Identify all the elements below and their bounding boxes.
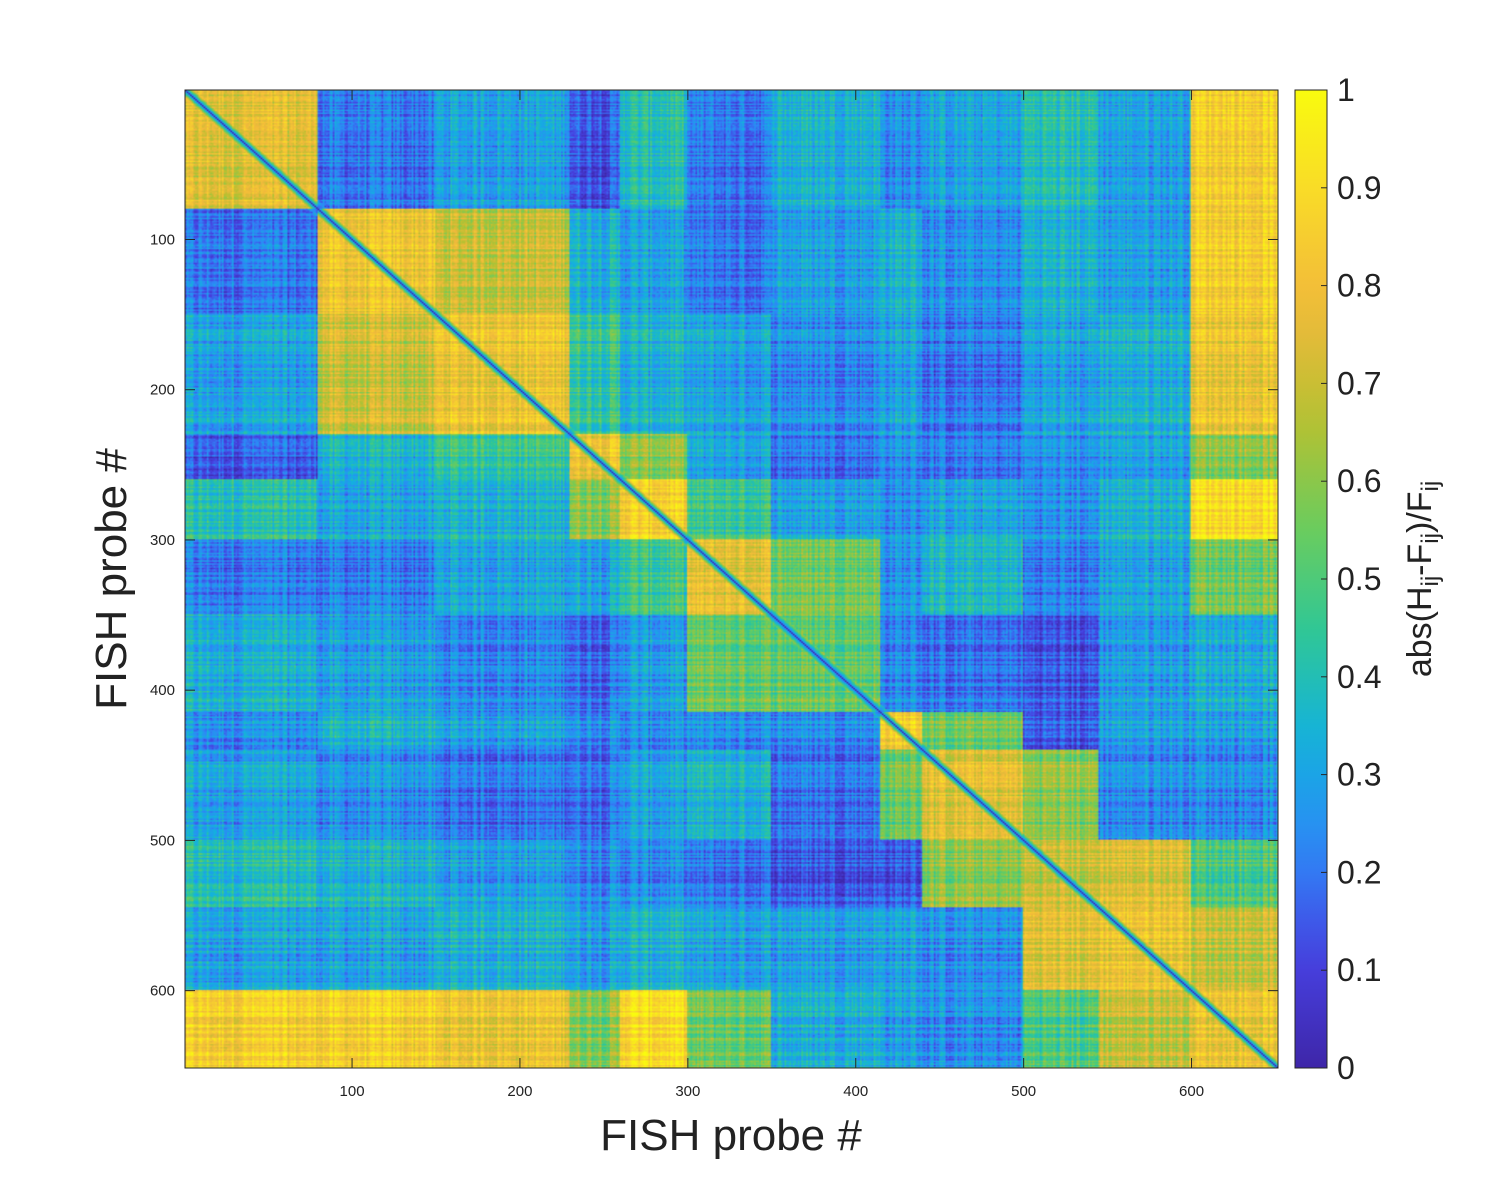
x-tick-label: 200 [507, 1083, 532, 1100]
colorbar-ticks: 0 0.1 0.2 0.3 0.4 0.5 0.6 0.7 0.8 0.9 1 [1321, 72, 1381, 1086]
y-axis-ticks: 100 200 300 400 500 600 [150, 231, 1278, 1000]
colorbar-label-part: -F [1401, 544, 1439, 576]
colorbar-label-part: )/F [1401, 491, 1439, 533]
colorbar-label-subscript: ij [1417, 533, 1444, 544]
colorbar-tick-label: 0.6 [1337, 463, 1381, 499]
colorbar-tick-label: 0.8 [1337, 268, 1381, 304]
colorbar: 00.10.20.30.40.50.60.70.80.91 abs(Hij-Fi… [1294, 72, 1444, 1086]
y-tick-label: 500 [150, 832, 175, 849]
plot-area [184, 89, 1279, 1069]
colorbar-tick-label: 0 [1337, 1050, 1355, 1086]
x-tick-label: 400 [843, 1083, 868, 1100]
colorbar-tick-label: 0.1 [1337, 952, 1381, 988]
colorbar-label-subscript: ij [1417, 576, 1444, 587]
y-tick-label: 400 [150, 682, 175, 699]
colorbar-tick-label: 0.5 [1337, 561, 1381, 597]
y-tick-label: 100 [150, 231, 175, 248]
colorbar-tick-label: 0.9 [1337, 170, 1381, 206]
x-tick-label: 100 [340, 1083, 365, 1100]
colorbar-tick-label: 0.2 [1337, 854, 1381, 890]
colorbar-tick-label: 0.4 [1337, 659, 1381, 695]
colorbar-tick-label: 1 [1337, 72, 1355, 108]
colorbar-label: abs(Hij-Fij)/Fij [1401, 481, 1444, 677]
y-axis-label: FISH probe # [87, 448, 136, 710]
y-tick-label: 200 [150, 382, 175, 399]
colorbar-tick-label: 0.7 [1337, 365, 1381, 401]
plot-frame [184, 89, 1279, 1069]
y-tick-label: 600 [150, 983, 175, 1000]
colorbar-tick-label: 0.3 [1337, 757, 1381, 793]
colorbar-label-subscript: ij [1417, 481, 1444, 492]
heatmap-image [185, 90, 1278, 1068]
y-tick-label: 300 [150, 532, 175, 549]
x-axis-ticks: 100 200 300 400 500 600 [340, 90, 1204, 1100]
x-tick-label: 500 [1011, 1083, 1036, 1100]
x-tick-label: 600 [1179, 1083, 1204, 1100]
x-axis-label: FISH probe # [600, 1111, 862, 1160]
colorbar-label-part: abs(H [1401, 586, 1439, 677]
x-tick-label: 300 [675, 1083, 700, 1100]
